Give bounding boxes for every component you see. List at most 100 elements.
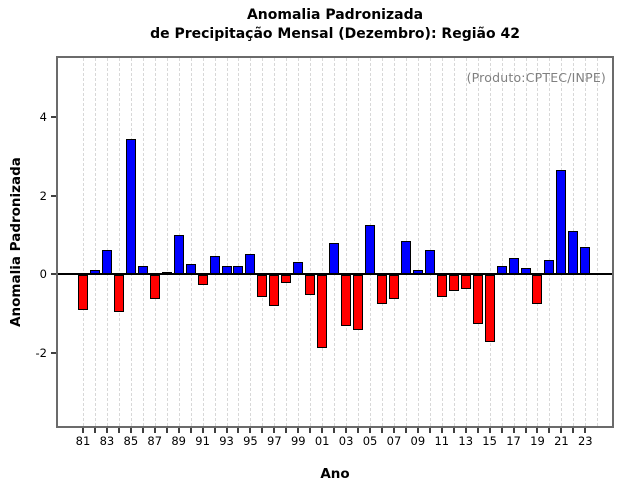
x-tick bbox=[333, 428, 336, 433]
gridline bbox=[202, 58, 204, 426]
gridline bbox=[453, 58, 455, 426]
bar-1997 bbox=[269, 275, 280, 306]
x-tick-label: 87 bbox=[147, 434, 163, 448]
bar-1989 bbox=[173, 235, 184, 274]
bar-1995 bbox=[245, 254, 256, 274]
bar-2016 bbox=[496, 266, 507, 274]
chart-title: Anomalia Padronizada de Precipitação Men… bbox=[58, 6, 612, 44]
x-tick bbox=[560, 428, 563, 433]
bar-2020 bbox=[544, 260, 555, 274]
x-tick bbox=[428, 428, 431, 433]
gridline bbox=[585, 58, 587, 426]
x-tick bbox=[297, 428, 300, 433]
bar-2003 bbox=[341, 275, 352, 326]
gridline bbox=[346, 58, 348, 426]
bar-2005 bbox=[365, 225, 376, 274]
gridline bbox=[286, 58, 288, 426]
gridline bbox=[118, 58, 120, 426]
gridline bbox=[429, 58, 431, 426]
x-tick bbox=[452, 428, 455, 433]
gridline bbox=[226, 58, 228, 426]
x-tick-label: 89 bbox=[171, 434, 186, 448]
x-tick bbox=[309, 428, 312, 433]
bar-1983 bbox=[101, 250, 112, 274]
x-tick bbox=[321, 428, 324, 433]
x-tick bbox=[93, 428, 96, 433]
x-tick-label: 83 bbox=[99, 434, 115, 448]
gridline bbox=[501, 58, 503, 426]
bar-2011 bbox=[436, 275, 447, 297]
bar-2015 bbox=[484, 275, 495, 342]
bar-1984 bbox=[113, 275, 124, 312]
x-tick bbox=[381, 428, 383, 433]
x-tick bbox=[524, 428, 527, 433]
bar-2008 bbox=[400, 241, 411, 274]
x-tick-label: 91 bbox=[195, 434, 210, 448]
bar-2004 bbox=[353, 275, 364, 330]
bar-1990 bbox=[185, 264, 196, 274]
y-tick bbox=[51, 194, 56, 197]
gridline bbox=[190, 58, 192, 426]
x-tick bbox=[357, 428, 360, 433]
x-tick bbox=[440, 428, 443, 433]
x-tick bbox=[548, 428, 551, 433]
x-tick-label: 01 bbox=[314, 434, 330, 448]
x-tick-label: 97 bbox=[267, 434, 282, 448]
x-tick bbox=[201, 428, 204, 433]
bar-1982 bbox=[89, 270, 100, 274]
x-tick bbox=[261, 428, 264, 433]
x-tick-label: 85 bbox=[123, 434, 139, 448]
x-tick bbox=[82, 428, 84, 433]
gridline bbox=[334, 58, 336, 426]
gridline bbox=[513, 58, 515, 426]
bar-2012 bbox=[448, 275, 459, 291]
gridline bbox=[94, 58, 96, 426]
x-tick-label: 05 bbox=[362, 434, 378, 448]
gridline bbox=[310, 58, 312, 426]
x-tick bbox=[165, 428, 168, 433]
gridline bbox=[298, 58, 300, 426]
x-tick-label: 03 bbox=[338, 434, 354, 448]
bar-1996 bbox=[257, 275, 268, 297]
x-tick bbox=[285, 428, 288, 433]
x-tick bbox=[225, 428, 228, 433]
x-tick bbox=[129, 428, 132, 433]
x-tick bbox=[249, 428, 252, 433]
x-tick-label: 19 bbox=[530, 434, 545, 448]
bar-2022 bbox=[568, 231, 579, 274]
gridline bbox=[262, 58, 264, 426]
gridline bbox=[154, 58, 156, 426]
x-tick-label: 81 bbox=[75, 434, 91, 448]
y-axis-title: Anomalia Padronizada bbox=[8, 157, 24, 327]
plot-area bbox=[56, 56, 614, 428]
y-tick bbox=[51, 116, 56, 118]
bar-2014 bbox=[472, 275, 483, 324]
x-tick bbox=[404, 428, 407, 433]
bar-2018 bbox=[520, 268, 531, 274]
chart-title-line1: Anomalia Padronizada bbox=[246, 7, 424, 23]
y-tick bbox=[51, 351, 56, 354]
x-tick-label: 07 bbox=[386, 434, 402, 448]
x-axis-title: Ano bbox=[320, 466, 350, 482]
bar-1988 bbox=[161, 272, 172, 274]
gridline bbox=[106, 58, 108, 426]
x-tick bbox=[464, 428, 467, 433]
gridline bbox=[441, 58, 443, 426]
x-tick bbox=[213, 428, 216, 433]
gridline bbox=[83, 58, 84, 426]
gridline bbox=[142, 58, 144, 426]
bar-1994 bbox=[233, 266, 244, 274]
x-tick-label: 17 bbox=[506, 434, 521, 448]
bar-2007 bbox=[388, 275, 399, 299]
chart-title-line2: de Precipitação Mensal (Dezembro): Regiã… bbox=[150, 26, 520, 42]
bar-2002 bbox=[329, 243, 340, 274]
bar-1992 bbox=[209, 256, 220, 274]
x-tick-label: 93 bbox=[219, 434, 234, 448]
gridline bbox=[238, 58, 240, 426]
gridline bbox=[274, 58, 276, 426]
x-tick-label: 23 bbox=[577, 434, 593, 448]
bar-1993 bbox=[221, 266, 232, 274]
x-tick bbox=[488, 428, 491, 433]
bar-1985 bbox=[125, 139, 136, 274]
bar-1991 bbox=[197, 275, 208, 285]
